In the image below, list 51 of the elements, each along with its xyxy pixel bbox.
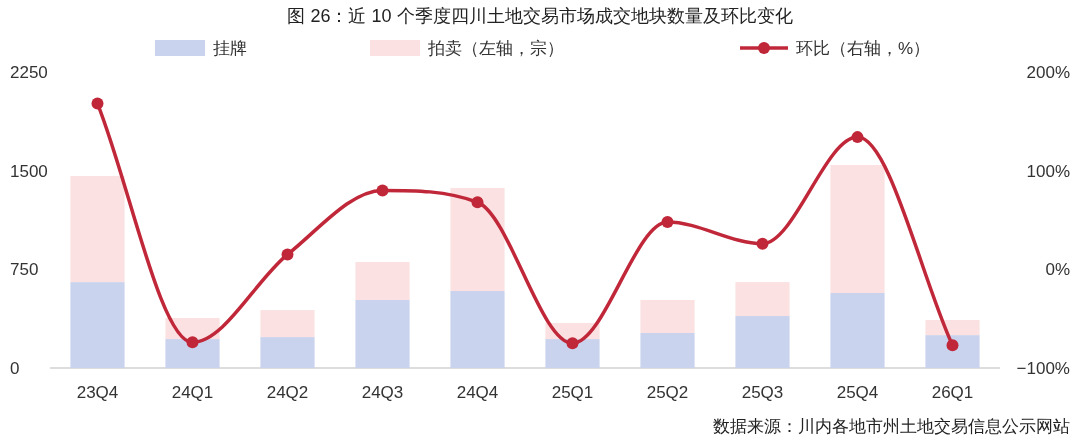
x-tick-label: 24Q3	[361, 383, 404, 402]
point	[566, 337, 579, 350]
x-tick-label: 25Q4	[836, 383, 879, 402]
bar	[735, 282, 790, 317]
x-tick-label: 24Q1	[171, 383, 214, 402]
bar	[830, 165, 885, 294]
y2-tick-label: −100%	[1016, 359, 1070, 378]
point	[946, 339, 959, 352]
point	[186, 336, 199, 349]
y2-tick-label: 0%	[1045, 260, 1070, 280]
x-tick-label: 25Q2	[646, 383, 689, 402]
bar	[165, 339, 220, 368]
point	[756, 237, 769, 250]
x-tick-label: 23Q4	[76, 383, 119, 402]
legend-label: 挂牌	[213, 39, 247, 58]
chart-title: 图 26：近 10 个季度四川土地交易市场成交地块数量及环比变化	[287, 6, 793, 26]
y2-tick-label: 200%	[1026, 63, 1070, 82]
bar	[450, 188, 505, 292]
bar	[830, 293, 885, 368]
x-tick-label: 26Q1	[931, 383, 974, 402]
bar	[355, 262, 410, 300]
y-tick-label: 2250	[10, 63, 48, 82]
bar	[545, 339, 600, 368]
point	[91, 97, 104, 110]
y-tick-label: 1500	[10, 161, 48, 181]
bar	[260, 310, 315, 338]
bar	[355, 299, 410, 368]
bar	[735, 316, 790, 368]
legend-label: 拍卖（左轴，宗）	[427, 39, 564, 58]
point	[376, 184, 389, 197]
bar	[640, 299, 695, 334]
x-tick-label: 25Q3	[741, 383, 784, 402]
y-tick-label: 0	[10, 359, 20, 378]
source-note: 数据来源：川内各地市州土地交易信息公示网站	[713, 417, 1070, 436]
bar	[925, 335, 980, 368]
x-tick-label: 24Q4	[456, 383, 499, 402]
bar	[260, 337, 315, 368]
point	[851, 131, 864, 144]
bar	[640, 333, 695, 368]
y-tick-label: 750	[10, 260, 39, 280]
point	[281, 248, 294, 261]
x-tick-label: 24Q2	[266, 383, 309, 402]
legend-label: 环比（右轴，%）	[796, 39, 931, 58]
bar	[925, 319, 980, 336]
x-tick-label: 25Q1	[551, 383, 594, 402]
point	[471, 196, 484, 209]
bar	[70, 176, 125, 283]
y2-tick-label: 100%	[1026, 161, 1070, 181]
bar	[450, 291, 505, 368]
bar	[70, 282, 125, 368]
point	[661, 215, 674, 228]
